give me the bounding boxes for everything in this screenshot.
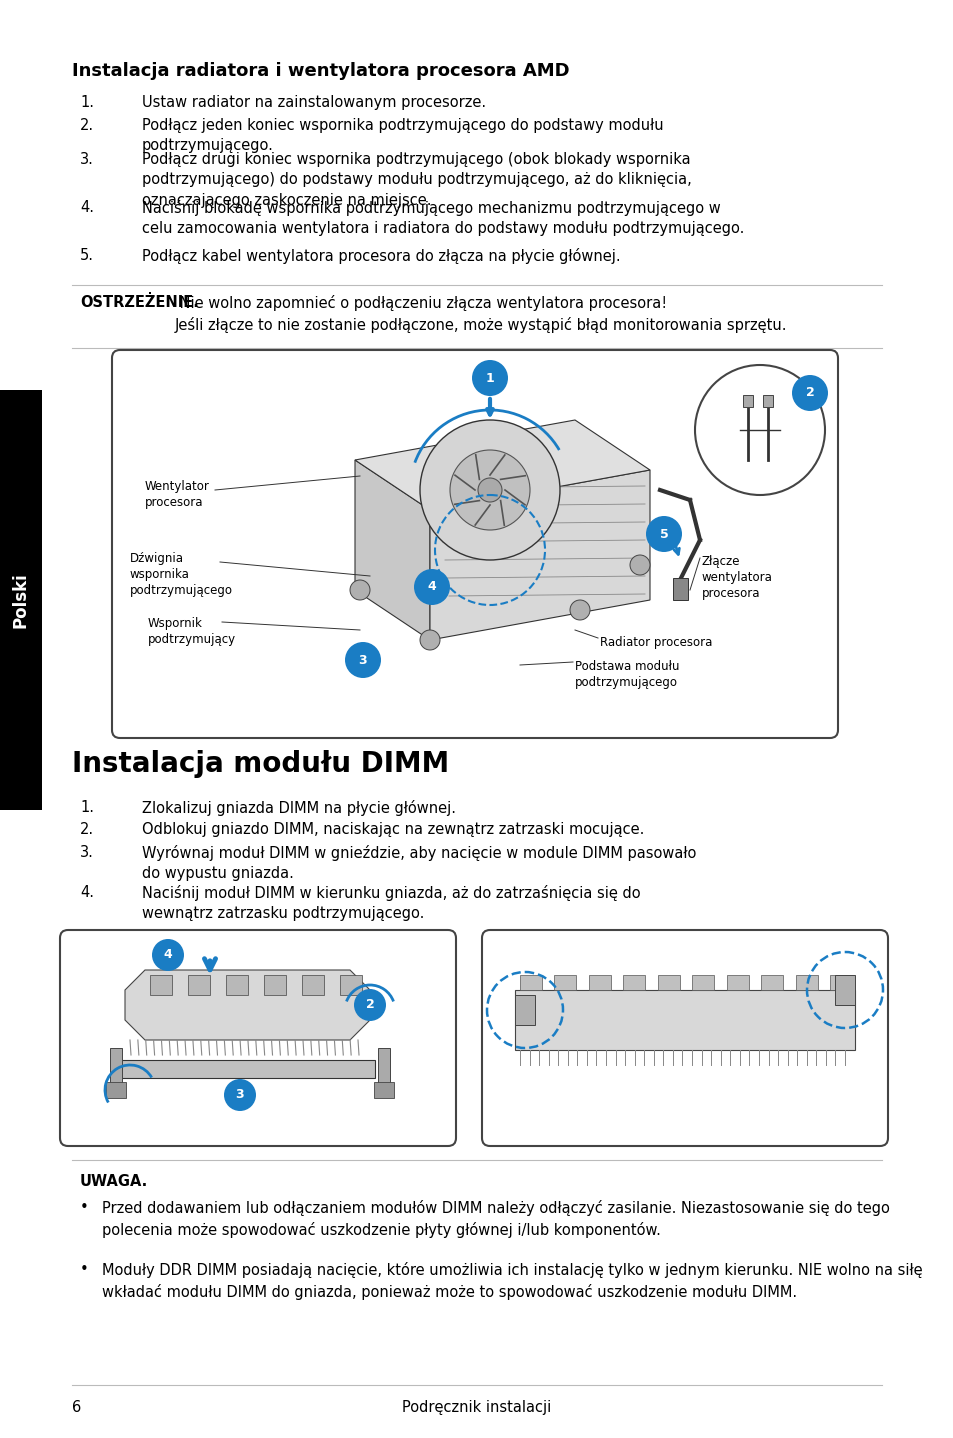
Bar — [554, 975, 576, 989]
Bar — [657, 975, 679, 989]
Text: 3: 3 — [358, 653, 367, 666]
Text: Instalacja radiatora i wentylatora procesora AMD: Instalacja radiatora i wentylatora proce… — [71, 62, 569, 81]
Polygon shape — [355, 420, 649, 510]
Text: Podłącz jeden koniec wspornika podtrzymującego do podstawy modułu
podtrzymująceg: Podłącz jeden koniec wspornika podtrzymu… — [142, 118, 663, 154]
Circle shape — [472, 360, 507, 395]
Bar — [515, 989, 854, 1050]
Text: OSTRZEŻENIE.: OSTRZEŻENIE. — [80, 295, 198, 311]
Bar — [762, 395, 772, 407]
Text: Wyrównaj moduł DIMM w gnieździe, aby nacięcie w module DIMM pasowało
do wypustu : Wyrównaj moduł DIMM w gnieździe, aby nac… — [142, 846, 696, 881]
Text: 4.: 4. — [80, 884, 94, 900]
Text: Wspornik
podtrzymujący: Wspornik podtrzymujący — [148, 617, 236, 646]
Circle shape — [345, 641, 380, 677]
Text: •: • — [79, 1263, 89, 1277]
Text: 2: 2 — [365, 998, 374, 1011]
FancyBboxPatch shape — [60, 930, 456, 1146]
Text: Podręcznik instalacji: Podręcznik instalacji — [402, 1401, 551, 1415]
Bar — [834, 975, 854, 1005]
Text: 5.: 5. — [80, 247, 94, 263]
Bar — [726, 975, 748, 989]
Circle shape — [645, 516, 681, 552]
Text: 4: 4 — [164, 949, 172, 962]
Text: UWAGA.: UWAGA. — [80, 1173, 148, 1189]
Bar — [795, 975, 817, 989]
Circle shape — [695, 365, 824, 495]
Circle shape — [152, 939, 184, 971]
Text: 3: 3 — [235, 1089, 244, 1102]
Bar — [226, 975, 248, 995]
Text: Instalacja modułu DIMM: Instalacja modułu DIMM — [71, 751, 449, 778]
FancyBboxPatch shape — [481, 930, 887, 1146]
Circle shape — [224, 1078, 255, 1112]
Circle shape — [414, 569, 450, 605]
FancyBboxPatch shape — [112, 349, 837, 738]
Text: 2.: 2. — [80, 118, 94, 132]
Text: Zlokalizuj gniazda DIMM na płycie głównej.: Zlokalizuj gniazda DIMM na płycie główne… — [142, 800, 456, 815]
Text: Podstawa modułu
podtrzymującego: Podstawa modułu podtrzymującego — [575, 660, 679, 689]
Bar — [760, 975, 782, 989]
Circle shape — [450, 450, 530, 531]
Circle shape — [419, 630, 439, 650]
Bar — [339, 975, 361, 995]
Circle shape — [477, 477, 501, 502]
Bar — [150, 975, 172, 995]
Text: Radiator procesora: Radiator procesora — [599, 636, 712, 649]
Text: Złącze
wentylatora
procesora: Złącze wentylatora procesora — [701, 555, 772, 600]
Bar — [692, 975, 714, 989]
Text: 2: 2 — [804, 387, 814, 400]
Bar — [829, 975, 851, 989]
Bar — [622, 975, 644, 989]
Text: Podłącz kabel wentylatora procesora do złącza na płycie głównej.: Podłącz kabel wentylatora procesora do z… — [142, 247, 620, 265]
Bar — [264, 975, 286, 995]
Text: Polski: Polski — [12, 572, 30, 628]
Polygon shape — [355, 460, 430, 640]
Bar — [302, 975, 324, 995]
Text: Podłącz drugi koniec wspornika podtrzymującego (obok blokady wspornika
podtrzymu: Podłącz drugi koniec wspornika podtrzymu… — [142, 152, 691, 209]
Bar — [188, 975, 210, 995]
Circle shape — [419, 420, 559, 559]
Text: 1: 1 — [485, 371, 494, 384]
Polygon shape — [125, 971, 370, 1040]
Bar — [110, 1048, 122, 1089]
Bar — [374, 1081, 394, 1099]
Text: Przed dodawaniem lub odłączaniem modułów DIMM należy odłączyć zasilanie. Niezast: Przed dodawaniem lub odłączaniem modułów… — [102, 1199, 889, 1238]
Polygon shape — [430, 470, 649, 640]
Text: •: • — [79, 1199, 89, 1215]
Text: Nie wolno zapomnieć o podłączeniu złącza wentylatora procesora!
Jeśli złącze to : Nie wolno zapomnieć o podłączeniu złącza… — [174, 295, 786, 332]
Text: 4.: 4. — [80, 200, 94, 216]
Circle shape — [791, 375, 827, 411]
Bar — [106, 1081, 126, 1099]
Bar — [515, 995, 535, 1025]
Bar — [0, 390, 42, 810]
Text: Naciśnij moduł DIMM w kierunku gniazda, aż do zatrzaśnięcia się do
wewnątrz zatr: Naciśnij moduł DIMM w kierunku gniazda, … — [142, 884, 640, 922]
Text: 1.: 1. — [80, 800, 94, 815]
Text: Moduły DDR DIMM posiadają nacięcie, które umożliwia ich instalację tylko w jedny: Moduły DDR DIMM posiadają nacięcie, któr… — [102, 1263, 922, 1300]
Text: 3.: 3. — [80, 846, 93, 860]
Text: 1.: 1. — [80, 95, 94, 109]
Bar — [672, 578, 687, 600]
Bar — [742, 395, 752, 407]
Text: Odblokuj gniazdo DIMM, naciskając na zewnątrz zatrzaski mocujące.: Odblokuj gniazdo DIMM, naciskając na zew… — [142, 823, 643, 837]
Bar — [115, 1060, 375, 1078]
Text: Naciśnij blokadę wspornika podtrzymującego mechanizmu podtrzymującego w
celu zam: Naciśnij blokadę wspornika podtrzymujące… — [142, 200, 743, 236]
Text: 2.: 2. — [80, 823, 94, 837]
Text: Ustaw radiator na zainstalowanym procesorze.: Ustaw radiator na zainstalowanym proceso… — [142, 95, 486, 109]
Text: 3.: 3. — [80, 152, 93, 167]
Text: 4: 4 — [427, 581, 436, 594]
Text: Wentylator
procesora: Wentylator procesora — [145, 480, 210, 509]
Circle shape — [569, 600, 589, 620]
Circle shape — [354, 989, 386, 1021]
Bar — [377, 1048, 390, 1089]
Bar — [588, 975, 610, 989]
Text: Dźwignia
wspornika
podtrzymującego: Dźwignia wspornika podtrzymującego — [130, 552, 233, 597]
Text: 5: 5 — [659, 528, 668, 541]
Circle shape — [350, 580, 370, 600]
Text: 6: 6 — [71, 1401, 81, 1415]
Bar — [519, 975, 541, 989]
Circle shape — [629, 555, 649, 575]
